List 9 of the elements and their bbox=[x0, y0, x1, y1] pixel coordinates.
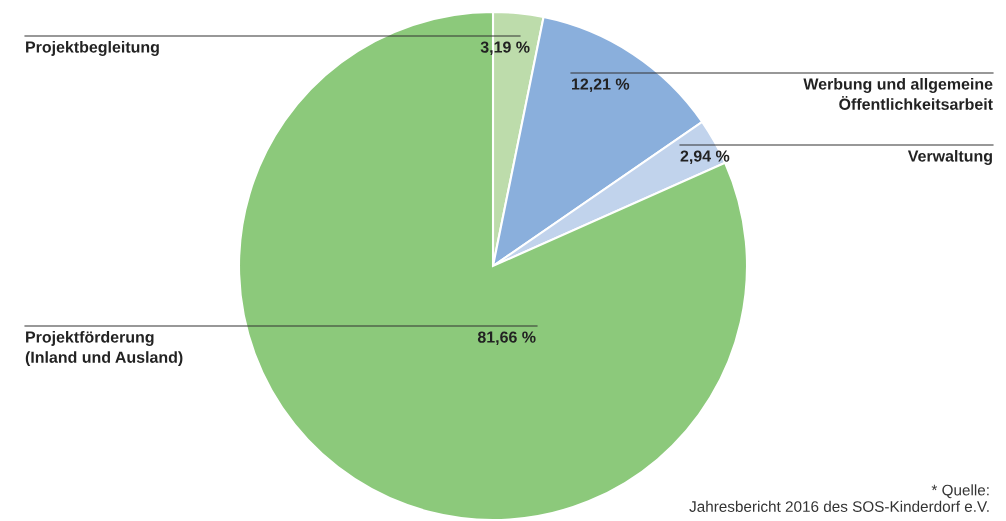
slice-label: Projektbegleitung bbox=[26, 41, 159, 56]
data-label: 3,19 % bbox=[480, 41, 530, 56]
data-label: 2,94 % bbox=[680, 150, 730, 165]
data-label: 12,21 % bbox=[572, 78, 630, 93]
data-label: 81,66 % bbox=[477, 331, 536, 346]
slice-label: Verwaltung bbox=[907, 150, 992, 165]
text: * Quelle: Jahresbericht 2016 des SOS-Kinderdorf e.V. bbox=[689, 484, 989, 512]
slice-label: Projektförderung (Inland und Ausland) bbox=[25, 331, 183, 367]
slice-label: Werbung und allgemeine Öffentlichkeitsarbeit bbox=[803, 78, 993, 110]
